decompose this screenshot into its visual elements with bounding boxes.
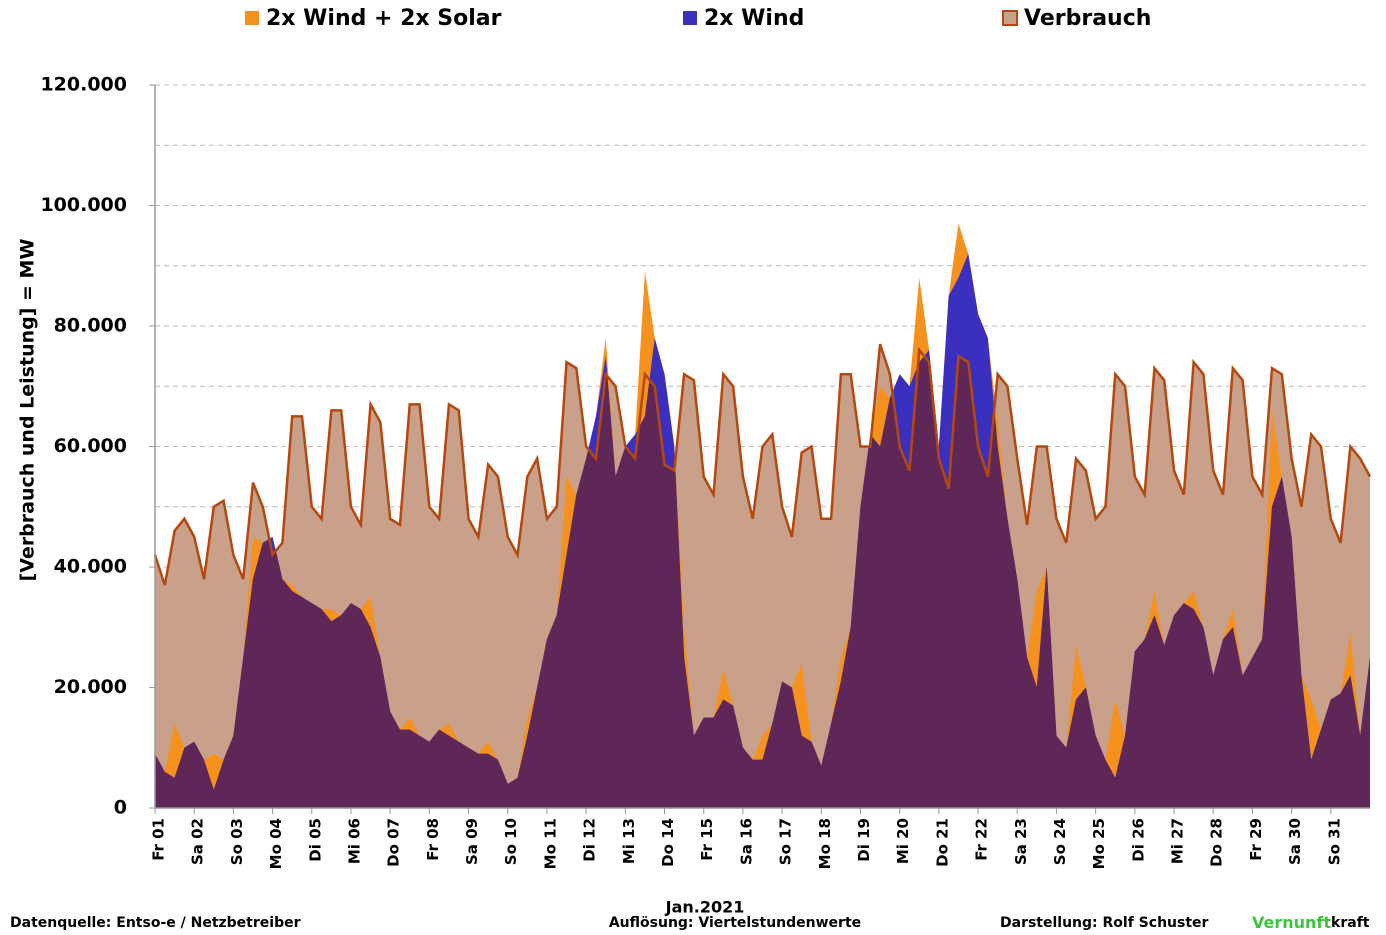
x-tick-label: Sa 16 bbox=[737, 818, 755, 865]
x-tick-label: Fr 08 bbox=[424, 818, 442, 861]
x-tick-label: Di 26 bbox=[1129, 818, 1147, 862]
x-tick-label: So 17 bbox=[777, 818, 795, 865]
x-tick-label: So 31 bbox=[1325, 818, 1343, 865]
x-tick-label: Do 28 bbox=[1208, 818, 1226, 867]
legend-label: 2x Wind + 2x Solar bbox=[266, 6, 502, 31]
legend-label: 2x Wind bbox=[704, 6, 804, 31]
x-tick-label: Mo 18 bbox=[816, 818, 834, 869]
x-tick-label: Mo 25 bbox=[1090, 818, 1108, 869]
x-tick-label: Mi 13 bbox=[620, 818, 638, 864]
x-tick-label: Fr 15 bbox=[698, 818, 716, 861]
y-tick-label: 100.000 bbox=[40, 194, 127, 216]
x-tick-label: Do 21 bbox=[933, 818, 951, 867]
x-tick-label: Mi 20 bbox=[894, 818, 912, 864]
y-tick-label: 120.000 bbox=[40, 74, 127, 96]
brand-part: kraft bbox=[1331, 915, 1370, 931]
y-tick-label: 40.000 bbox=[54, 556, 127, 578]
author: Darstellung: Rolf Schuster bbox=[1000, 915, 1209, 931]
x-tick-label: So 24 bbox=[1051, 818, 1069, 865]
resolution: Auflösung: Viertelstundenwerte bbox=[609, 915, 861, 931]
consumption-area bbox=[155, 344, 1370, 808]
x-tick-label: Mo 11 bbox=[541, 818, 559, 869]
wind-overlap-area bbox=[155, 344, 1370, 808]
legend-swatch bbox=[245, 11, 259, 25]
legend-swatch bbox=[683, 11, 697, 25]
x-tick-label: Mi 06 bbox=[345, 818, 363, 864]
y-axis-label: [Verbrauch und Leistung] = MW bbox=[17, 239, 39, 582]
x-axis-label: Jan.2021 bbox=[665, 898, 745, 917]
source: Datenquelle: Entso-e / Netzbetreiber bbox=[10, 915, 301, 931]
x-tick-label: Sa 09 bbox=[463, 818, 481, 865]
x-tick-label: So 03 bbox=[228, 818, 246, 865]
x-tick-label: Fr 01 bbox=[150, 818, 168, 861]
x-tick-label: Fr 29 bbox=[1247, 818, 1265, 861]
x-tick-label: Sa 02 bbox=[189, 818, 207, 865]
x-tick-label: Fr 22 bbox=[973, 818, 991, 861]
x-tick-label: Do 14 bbox=[659, 818, 677, 867]
brand-part: Vernunft bbox=[1252, 913, 1331, 932]
brand: Vernunftkraft bbox=[1252, 913, 1370, 932]
y-tick-label: 60.000 bbox=[54, 435, 127, 457]
x-tick-label: Do 07 bbox=[385, 818, 403, 867]
legend-swatch bbox=[1002, 10, 1018, 26]
legend-label: Verbrauch bbox=[1024, 6, 1151, 31]
consumption-line bbox=[153, 343, 1372, 586]
y-tick-label: 0 bbox=[114, 797, 127, 819]
x-tick-label: Mi 27 bbox=[1169, 818, 1187, 864]
x-tick-label: Di 19 bbox=[855, 818, 873, 862]
y-tick-label: 20.000 bbox=[54, 676, 127, 698]
x-tick-label: Mo 04 bbox=[267, 818, 285, 869]
y-tick-label: 80.000 bbox=[54, 315, 127, 337]
x-tick-label: So 10 bbox=[502, 818, 520, 865]
x-tick-label: Di 05 bbox=[306, 818, 324, 862]
x-tick-label: Di 12 bbox=[581, 818, 599, 862]
x-tick-label: Sa 23 bbox=[1012, 818, 1030, 865]
x-tick-label: Sa 30 bbox=[1286, 818, 1304, 865]
